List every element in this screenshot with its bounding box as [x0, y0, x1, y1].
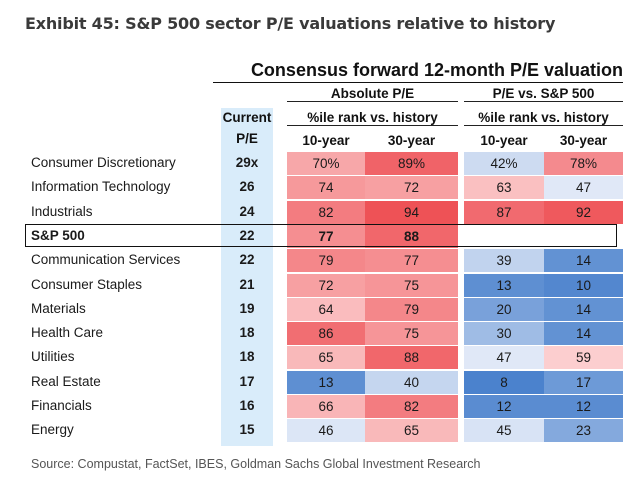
abs-10-year-cell: 13: [287, 370, 365, 395]
chart-title: Consensus forward 12-month P/E valuation: [213, 60, 623, 83]
abs-10-year-cell: 86: [287, 322, 365, 347]
current-pe-value: 29x: [235, 155, 259, 170]
abs-30-year-cell: 94: [365, 200, 458, 225]
rel-10-year-cell: 87: [464, 200, 544, 225]
rel-10-year-header: 10-year: [480, 133, 528, 148]
rel-30-year-cell: 10: [544, 273, 623, 298]
current-pe-value: 26: [239, 179, 255, 195]
sector-label: Industrials: [31, 203, 93, 219]
current-pe-value: 16: [239, 398, 255, 413]
abs-30-year-cell: 65: [365, 419, 458, 444]
abs-10-year-cell: 82: [287, 200, 365, 225]
sector-label: Utilities: [31, 349, 75, 365]
sector-label: Health Care: [31, 325, 104, 341]
rel-30-year-header: 30-year: [559, 133, 608, 148]
sector-label: Energy: [31, 422, 74, 438]
abs-10-year-cell: 65: [287, 346, 365, 371]
abs-30-year-header: 30-year: [387, 133, 436, 148]
sector-label: Communication Services: [31, 252, 181, 268]
abs-10-year-cell: 79: [287, 249, 365, 274]
rel-10-year-cell: 39: [464, 249, 544, 274]
current-pe-column-background: [221, 108, 273, 446]
sector-label: Consumer Discretionary: [31, 155, 176, 170]
abs-10-year-cell: 72: [287, 273, 365, 298]
rel-30-year-cell: [544, 224, 623, 249]
rel-10-year-cell: 45: [464, 419, 544, 444]
rel-30-year-cell: 14: [544, 249, 623, 274]
current-pe-value: 22: [239, 252, 255, 268]
sector-label: Financials: [31, 398, 92, 413]
rel-30-year-cell: 78%: [544, 152, 623, 176]
sp500-row-outline: [25, 224, 617, 247]
rel-30-year-cell: 59: [544, 346, 623, 371]
abs-30-year-cell: 40: [365, 370, 458, 395]
rel-30-year-cell: 47: [544, 176, 623, 201]
abs-10-year-cell: 77: [287, 224, 365, 249]
sector-label: S&P 500: [31, 227, 85, 243]
abs-10-year-cell: 70%: [287, 152, 365, 176]
rel-10-year-cell: 42%: [464, 152, 544, 176]
abs-30-year-cell: 75: [365, 322, 458, 347]
current-pe-value: 17: [239, 373, 255, 389]
rel-10-year-cell: 20: [464, 297, 544, 322]
current-pe-value: 18: [239, 349, 255, 365]
abs-30-year-cell: 72: [365, 176, 458, 201]
current-pe-value: 21: [239, 276, 255, 292]
current-pe-value: 19: [239, 300, 255, 316]
abs-30-year-cell: 89%: [365, 152, 458, 176]
rel-10-year-cell: 30: [464, 322, 544, 347]
rel-30-year-cell: 14: [544, 297, 623, 322]
rel-30-year-cell: 23: [544, 419, 623, 444]
relative-pe-header: P/E vs. S&P 500: [464, 86, 623, 102]
current-pe-value: 18: [239, 325, 255, 341]
abs-30-year-cell: 77: [365, 249, 458, 274]
rel-30-year-cell: 14: [544, 322, 623, 347]
relative-rank-header: %ile rank vs. history: [464, 110, 623, 126]
abs-10-year-cell: 46: [287, 419, 365, 444]
abs-30-year-cell: 88: [365, 346, 458, 371]
rel-30-year-cell: 12: [544, 395, 623, 419]
current-header-bottom: P/E: [236, 131, 258, 146]
abs-30-year-cell: 75: [365, 273, 458, 298]
exhibit-title: Exhibit 45: S&P 500 sector P/E valuation…: [25, 14, 556, 33]
abs-30-year-cell: 82: [365, 395, 458, 419]
sector-label: Materials: [31, 300, 86, 316]
sector-label: Real Estate: [31, 373, 101, 389]
sector-label: Information Technology: [31, 179, 171, 195]
current-pe-value: 24: [239, 203, 255, 219]
rel-30-year-cell: 17: [544, 370, 623, 395]
abs-30-year-cell: 79: [365, 297, 458, 322]
abs-10-year-cell: 66: [287, 395, 365, 419]
abs-10-year-cell: 64: [287, 297, 365, 322]
absolute-pe-header: Absolute P/E: [287, 86, 458, 102]
source-note: Source: Compustat, FactSet, IBES, Goldma…: [31, 457, 481, 471]
rel-10-year-cell: 63: [464, 176, 544, 201]
rel-10-year-cell: 12: [464, 395, 544, 419]
abs-30-year-cell: 88: [365, 224, 458, 249]
abs-10-year-header: 10-year: [302, 133, 350, 148]
rel-30-year-cell: 92: [544, 200, 623, 225]
absolute-rank-header: %ile rank vs. history: [287, 110, 458, 126]
current-header-top: Current: [222, 110, 272, 125]
current-pe-value: 22: [239, 227, 255, 243]
rel-10-year-cell: [464, 224, 544, 249]
rel-10-year-cell: 8: [464, 370, 544, 395]
current-pe-value: 15: [239, 422, 255, 438]
rel-10-year-cell: 13: [464, 273, 544, 298]
abs-10-year-cell: 74: [287, 176, 365, 201]
rel-10-year-cell: 47: [464, 346, 544, 371]
sector-label: Consumer Staples: [31, 276, 143, 292]
